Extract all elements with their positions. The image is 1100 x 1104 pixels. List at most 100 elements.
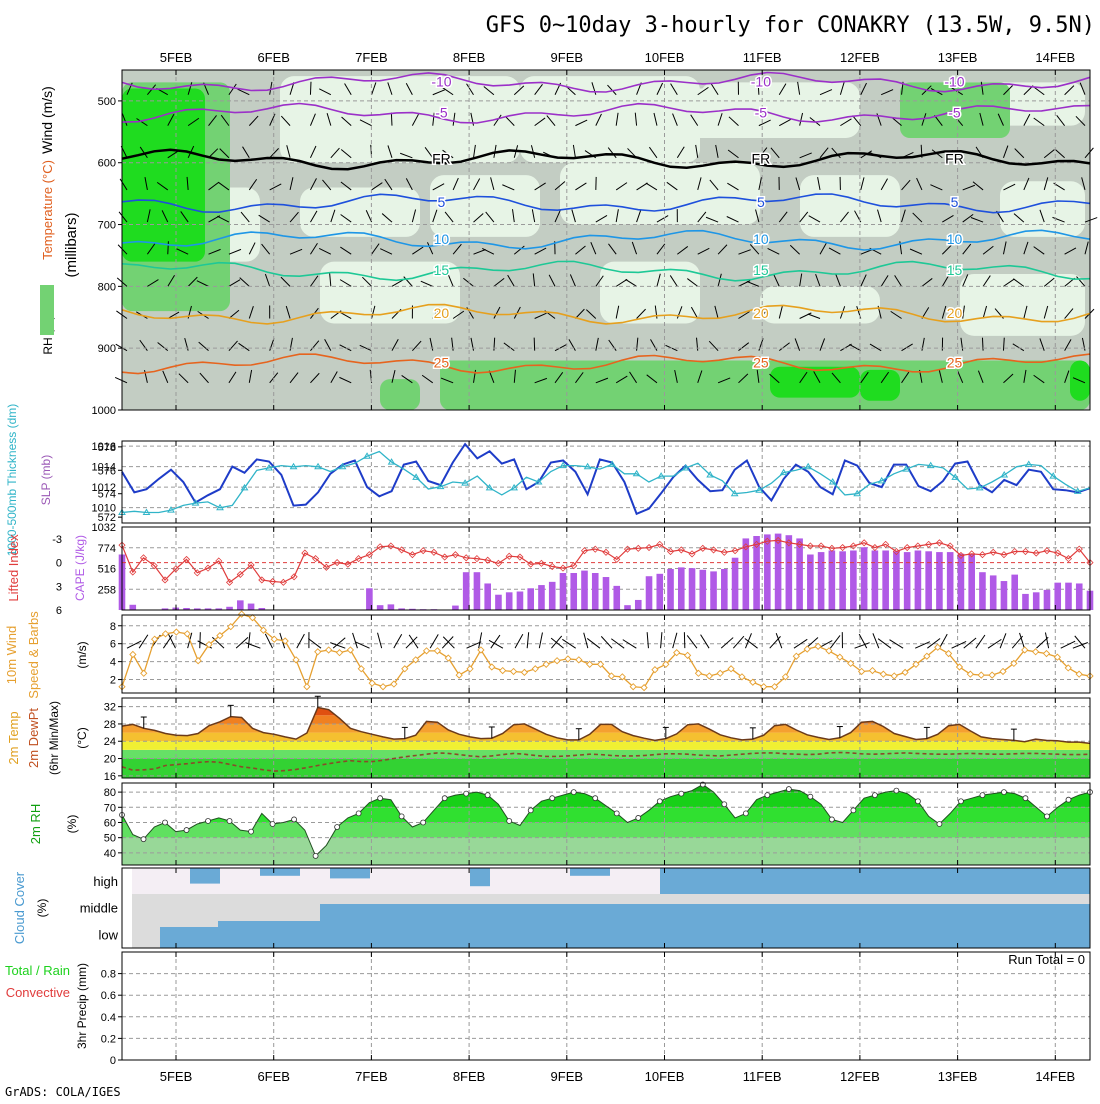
wind-barb — [443, 637, 454, 648]
rh2m-marker — [442, 796, 447, 801]
rh2m-marker — [227, 818, 232, 823]
rh2m-marker — [743, 811, 748, 816]
rh-band — [122, 838, 1090, 865]
y-tick-label: 80 — [104, 787, 116, 799]
slp-axis-label: SLP (mb) — [39, 455, 53, 505]
date-label-bottom: 11FEB — [743, 1069, 782, 1084]
cloud-high-block — [470, 868, 490, 886]
isotherm-label: 20 — [434, 305, 450, 321]
cloud-high-block — [570, 868, 610, 876]
cloud-low-block — [218, 921, 1090, 948]
y-tick-label: 700 — [98, 220, 116, 232]
y-tick-label: 0.6 — [101, 990, 116, 1002]
date-label-bottom: 5FEB — [160, 1069, 193, 1084]
panel-frame-slp — [122, 441, 1090, 523]
cape-bar — [570, 573, 577, 610]
wind-barb — [687, 635, 697, 648]
isotherm-label: -10 — [944, 73, 964, 89]
y-tick-label: 0 — [110, 1055, 116, 1067]
isotherm-label: 10 — [753, 231, 769, 247]
date-label-bottom: 14FEB — [1035, 1069, 1075, 1084]
date-label-top: 5FEB — [160, 50, 193, 65]
wind-barb — [1045, 632, 1048, 648]
cape-bar — [678, 567, 685, 610]
y-tick-label: 4 — [110, 657, 116, 669]
isotherm-label: -10 — [751, 73, 771, 89]
wind-speed-marker — [641, 685, 647, 691]
date-label-top: 11FEB — [743, 50, 782, 65]
date-label-bottom: 9FEB — [551, 1069, 584, 1084]
date-label-top: 9FEB — [551, 50, 584, 65]
wind-axis-label: Wind (m/s) — [39, 86, 55, 154]
date-label-top: 14FEB — [1035, 50, 1075, 65]
cape-bar — [474, 572, 481, 610]
y-tick-label-cape: 258 — [98, 584, 116, 596]
rh2m-marker — [270, 822, 275, 827]
date-label-top: 8FEB — [453, 50, 486, 65]
rh2m-marker — [829, 817, 834, 822]
precip-total-label: Total / Rain — [5, 963, 70, 978]
rh-green-patch — [770, 367, 860, 398]
cape-bar — [1044, 590, 1051, 610]
cape-bar — [1033, 592, 1040, 610]
wind-barb — [515, 634, 523, 648]
wind-barb — [830, 635, 840, 648]
cape-bar — [635, 600, 642, 610]
cape-bar — [732, 558, 739, 610]
wind-speed-marker — [456, 672, 462, 678]
tick-group — [176, 441, 1055, 523]
cape-bar — [925, 551, 932, 610]
y-tick-label: 16 — [104, 771, 116, 783]
y-tick-label-slp: 1010 — [92, 503, 116, 515]
cape-bar — [592, 573, 599, 610]
cape-bar — [527, 588, 534, 610]
wind-barb — [353, 633, 358, 648]
rh2m-marker — [722, 802, 727, 807]
y-tick-label-cape: 774 — [98, 543, 116, 555]
rh2m-marker — [485, 793, 490, 798]
y-tick-label-lifted: 3 — [56, 581, 62, 593]
cape-bar — [1011, 575, 1018, 610]
date-label-bottom: 12FEB — [840, 1069, 880, 1084]
rh2m-marker — [292, 817, 297, 822]
date-label-bottom: 8FEB — [453, 1069, 486, 1084]
wind-barb — [976, 635, 985, 648]
isotherm-label: 20 — [753, 305, 769, 321]
thickness-axis-label: 1000-500mb Thickness (dm) — [5, 404, 19, 557]
lifted-index-line — [122, 540, 1090, 582]
cape-bar — [667, 569, 674, 610]
isotherm-label: -5 — [755, 104, 768, 120]
cape-bar — [764, 534, 771, 610]
wind-barb — [673, 633, 677, 648]
wind-barb — [200, 632, 201, 648]
temp-band — [122, 715, 1090, 724]
temperature-axis-label: Temperature (°C) — [40, 160, 55, 260]
rh2m-marker — [636, 815, 641, 820]
cape-bar — [850, 550, 857, 610]
tick-group — [176, 615, 1055, 693]
rh-band — [122, 807, 1090, 822]
isotherm-label: FR — [945, 151, 964, 167]
cloud-unit-label: (%) — [35, 899, 49, 918]
wind-barb — [647, 632, 648, 648]
rh2m-axis-label: 2m RH — [28, 804, 43, 844]
footer-credit: GrADS: COLA/IGES — [5, 1085, 121, 1099]
wind-barb — [297, 634, 305, 648]
tick-group — [176, 952, 1055, 1060]
rh2m-marker — [249, 829, 254, 834]
cloud-axis-label: Cloud Cover — [12, 871, 27, 944]
cape-bar — [377, 605, 384, 610]
date-label-top: 10FEB — [645, 50, 685, 65]
wind-barb — [721, 638, 733, 649]
cape-bar — [915, 550, 922, 610]
rh-pale-patch — [1000, 181, 1085, 237]
cape-bar — [882, 550, 889, 610]
isotherm-label: FR — [752, 151, 771, 167]
grid-wind — [176, 615, 1055, 693]
y-tick-label: 50 — [104, 833, 116, 845]
rh-green-patch — [860, 370, 900, 401]
rh-band — [122, 822, 1090, 837]
rh2m-marker — [1044, 814, 1049, 819]
